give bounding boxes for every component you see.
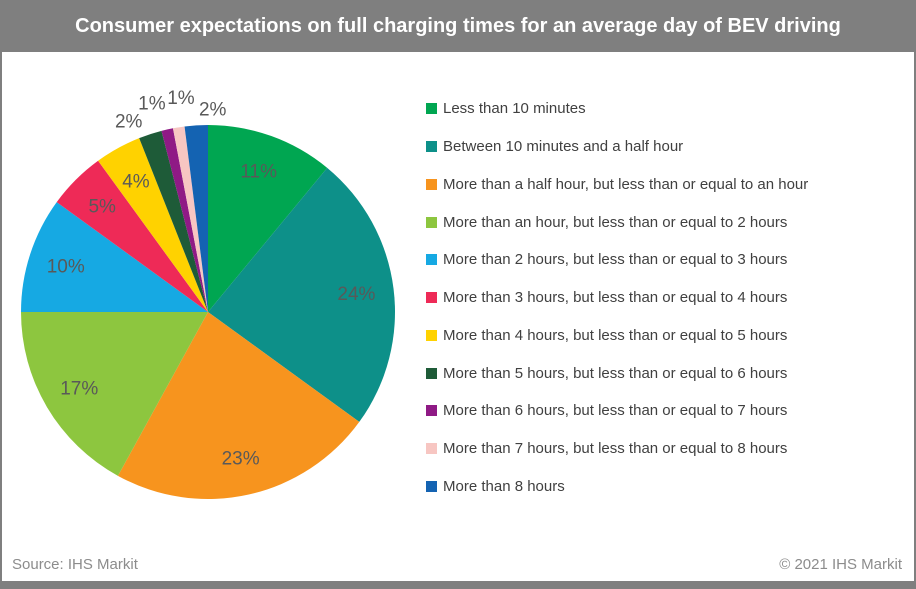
legend-swatch-icon [426,103,437,115]
slice-data-label: 17% [60,379,98,400]
legend-swatch-icon [426,367,437,379]
slice-data-label: 23% [222,448,260,469]
legend-swatch-icon [426,329,437,341]
legend-item: More than 3 hours, but less than or equa… [426,279,906,317]
slice-data-label: 24% [337,284,375,305]
bottom-accent-bar [2,581,914,589]
legend-item: More than 7 hours, but less than or equa… [426,430,906,468]
legend-swatch-icon [426,216,437,228]
pie-slice-2 [117,312,360,500]
legend-label: More than 4 hours, but less than or equa… [443,326,788,344]
legend-label: More than an hour, but less than or equa… [443,213,788,231]
legend-item: More than an hour, but less than or equa… [426,203,906,241]
legend-item: More than 2 hours, but less than or equa… [426,241,906,279]
pie-slice-9 [172,126,208,312]
copyright-note: © 2021 IHS Markit [779,555,902,573]
slice-data-label: 4% [122,171,150,192]
legend: Less than 10 minutes Between 10 minutes a… [426,90,906,505]
legend-swatch-icon [426,141,437,153]
legend-item: More than 4 hours, but less than or equa… [426,317,906,355]
slice-data-label: 5% [88,197,116,218]
pie-slice-3 [21,312,208,476]
slice-data-label: 11% [240,162,277,183]
pie-slice-5 [56,160,208,312]
legend-label: Between 10 minutes and a half hour [443,138,684,156]
legend-item: More than a half hour, but less than or … [426,166,906,204]
pie-chart: 11%24%23%17%10%5%4%2%1% 1%2% [21,88,395,500]
legend-item: More than 6 hours, but less than or equa… [426,392,906,430]
pie-slice-7 [139,130,208,312]
source-note: Source: IHS Markit [12,555,138,573]
legend-swatch-icon [426,480,437,492]
pie-slice-10 [184,125,208,312]
legend-swatch-icon [426,405,437,417]
pie-slice-0 [208,125,328,312]
slice-data-label: 1% [138,93,166,114]
legend-swatch-icon [426,292,437,304]
legend-label: More than 6 hours, but less than or equa… [443,402,788,420]
pie-slice-1 [208,167,395,422]
legend-swatch-icon [426,443,437,455]
legend-label: More than 3 hours, but less than or equa… [443,289,788,307]
slice-data-label: 10% [47,256,85,277]
legend-label: More than 8 hours [443,477,565,495]
legend-label: More than 7 hours, but less than or equa… [443,440,788,458]
legend-item: More than 8 hours [426,468,906,506]
legend-swatch-icon [426,178,437,190]
legend-swatch-icon [426,254,437,266]
legend-label: Less than 10 minutes [443,100,586,118]
slice-data-label: 1% [167,88,195,109]
slice-data-label: 2% [199,100,227,121]
slice-data-label: 2% [115,112,143,133]
legend-label: More than 2 hours, but less than or equa… [443,251,788,269]
legend-item: More than 5 hours, but less than or equa… [426,354,906,392]
title-bar: Consumer expectations on full charging t… [2,0,914,52]
pie-slice-6 [98,138,208,312]
legend-label: More than 5 hours, but less than or equa… [443,364,788,382]
legend-label: More than a half hour, but less than or … [443,175,809,193]
legend-item: Between 10 minutes and a half hour [426,128,906,166]
pie-slice-4 [21,202,208,312]
pie-slice-8 [161,128,208,312]
legend-item: Less than 10 minutes [426,90,906,128]
chart-title: Consumer expectations on full charging t… [75,14,841,37]
footer: Source: IHS Markit © 2021 IHS Markit [2,547,914,581]
pie-chart-area: 11% 24% 23% 17% 10% 5% 4% 2% 1% 1% 2% [2,52,422,549]
